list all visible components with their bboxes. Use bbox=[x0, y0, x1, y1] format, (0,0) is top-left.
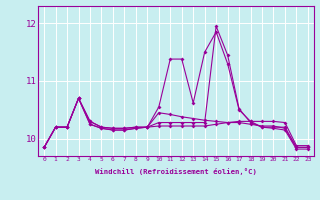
X-axis label: Windchill (Refroidissement éolien,°C): Windchill (Refroidissement éolien,°C) bbox=[95, 168, 257, 175]
